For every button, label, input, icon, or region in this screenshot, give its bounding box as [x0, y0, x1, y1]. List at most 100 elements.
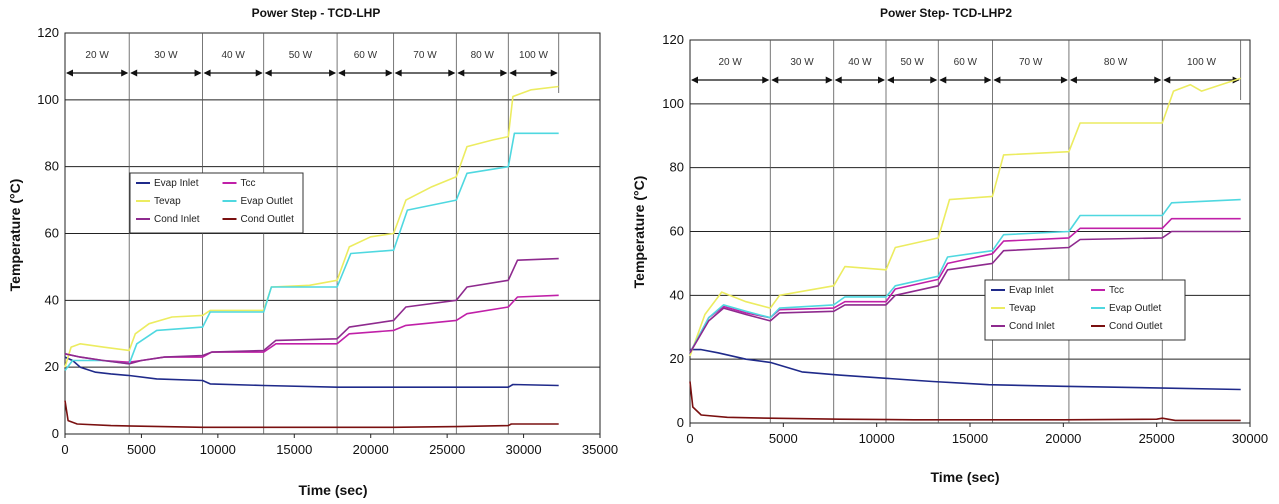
power-step-label: 100 W	[1187, 57, 1216, 68]
legend-item-label: Tevap	[1009, 303, 1036, 314]
y-tick-label: 120	[662, 32, 684, 47]
chart-title: Power Step - TCD-LHP	[252, 6, 381, 20]
power-step-label: 70 W	[1019, 57, 1043, 68]
y-tick-label: 100	[37, 92, 59, 107]
x-axis-label: Time (sec)	[299, 482, 368, 498]
arrow-head-left	[394, 69, 402, 77]
series-line-evap-inlet	[64, 356, 559, 389]
power-step-label: 50 W	[900, 57, 924, 68]
legend-item-label: Evap Outlet	[1109, 303, 1161, 314]
arrow-head-left	[993, 76, 1001, 84]
arrow-head-right	[385, 69, 393, 77]
arrow-head-left	[66, 69, 73, 77]
chart-tcd-lhp2: Power Step- TCD-LHP2 Time (sec) Temperat…	[631, 6, 1268, 485]
power-step-label: 50 W	[289, 50, 313, 61]
legend-item-label: Cond Inlet	[1009, 321, 1055, 332]
y-tick-label: 40	[670, 287, 684, 302]
y-axis-label: Temperature (°C)	[7, 179, 23, 292]
power-step-label: 60 W	[354, 50, 378, 61]
x-tick-label: 15000	[276, 442, 312, 457]
arrow-head-right	[550, 69, 558, 77]
y-tick-label: 60	[670, 224, 684, 239]
arrow-head-left	[203, 69, 211, 77]
x-tick-label: 20000	[353, 442, 389, 457]
arrow-head-right	[762, 76, 770, 84]
arrow-head-left	[264, 69, 272, 77]
series-line-tevap	[64, 85, 559, 368]
arrow-head-right	[255, 69, 263, 77]
power-step-label: 40 W	[221, 50, 245, 61]
arrow-head-right	[329, 69, 337, 77]
x-axis-label: Time (sec)	[931, 469, 1000, 485]
chart-panel-tcd-lhp: Power Step - TCD-LHP Time (sec) Temperat…	[0, 0, 630, 504]
x-tick-label: 10000	[859, 431, 895, 446]
legend-item-label: Tcc	[1109, 285, 1124, 296]
arrow-head-left	[771, 76, 779, 84]
arrow-head-left	[1069, 76, 1077, 84]
arrow-head-right	[448, 69, 456, 77]
power-step-label: 30 W	[790, 57, 814, 68]
legend-item-label: Cond Outlet	[1109, 321, 1163, 332]
legend-item-label: Cond Inlet	[154, 214, 200, 225]
y-tick-label: 120	[37, 25, 59, 40]
x-tick-label: 35000	[582, 442, 618, 457]
arrow-head-left	[509, 69, 517, 77]
y-axis-label: Temperature (°C)	[631, 176, 647, 289]
power-step-label: 80 W	[471, 50, 495, 61]
legend-item-label: Evap Inlet	[1009, 285, 1054, 296]
arrow-head-right	[930, 76, 938, 84]
x-tick-label: 25000	[1139, 431, 1175, 446]
series-line-cond-outlet	[64, 400, 559, 429]
y-tick-label: 100	[662, 96, 684, 111]
x-tick-label: 5000	[769, 431, 798, 446]
series-line-tevap	[689, 77, 1241, 357]
y-tick-label: 0	[677, 415, 684, 430]
arrow-head-right	[500, 69, 508, 77]
power-step-label: 20 W	[718, 57, 742, 68]
power-step-label: 100 W	[519, 50, 548, 61]
series-line-evap-inlet	[690, 348, 1241, 391]
arrow-head-right	[1154, 76, 1162, 84]
y-tick-label: 40	[45, 292, 59, 307]
y-tick-label: 0	[52, 426, 59, 441]
y-tick-label: 80	[45, 159, 59, 174]
chart-panel-tcd-lhp2: Power Step- TCD-LHP2 Time (sec) Temperat…	[630, 0, 1279, 504]
legend-item-label: Cond Outlet	[241, 214, 295, 225]
series-line-tcc	[689, 217, 1241, 354]
arrow-head-right	[984, 76, 992, 84]
arrow-head-left	[834, 76, 842, 84]
arrow-head-left	[130, 69, 138, 77]
arrow-head-left	[457, 69, 465, 77]
x-tick-label: 0	[61, 442, 68, 457]
arrow-head-left	[939, 76, 947, 84]
legend-item-label: Evap Inlet	[154, 178, 199, 189]
power-step-label: 70 W	[413, 50, 437, 61]
series-line-cond-outlet	[689, 381, 1241, 422]
arrow-head-left	[887, 76, 894, 84]
power-step-label: 80 W	[1104, 57, 1128, 68]
legend-item-label: Evap Outlet	[241, 196, 293, 207]
arrow-head-right	[194, 69, 202, 77]
legend-item-label: Tcc	[241, 178, 256, 189]
chart-tcd-lhp: Power Step - TCD-LHP Time (sec) Temperat…	[7, 6, 618, 498]
y-tick-label: 20	[670, 351, 684, 366]
x-tick-label: 15000	[952, 431, 988, 446]
arrow-head-left	[691, 76, 698, 84]
power-step-label: 60 W	[954, 57, 978, 68]
power-step-label: 20 W	[85, 50, 109, 61]
arrow-head-right	[825, 76, 833, 84]
power-step-label: 30 W	[154, 50, 178, 61]
y-tick-label: 60	[45, 226, 59, 241]
arrow-head-left	[338, 69, 346, 77]
legend-box	[129, 172, 304, 234]
chart-title: Power Step- TCD-LHP2	[880, 6, 1012, 20]
y-tick-label: 20	[45, 359, 59, 374]
x-tick-label: 20000	[1045, 431, 1081, 446]
arrow-head-left	[1163, 76, 1171, 84]
power-step-label: 40 W	[848, 57, 872, 68]
x-tick-label: 30000	[1232, 431, 1268, 446]
legend-box	[984, 279, 1186, 341]
x-tick-label: 30000	[505, 442, 541, 457]
x-tick-label: 25000	[429, 442, 465, 457]
series-line-evap-outlet	[689, 198, 1241, 354]
